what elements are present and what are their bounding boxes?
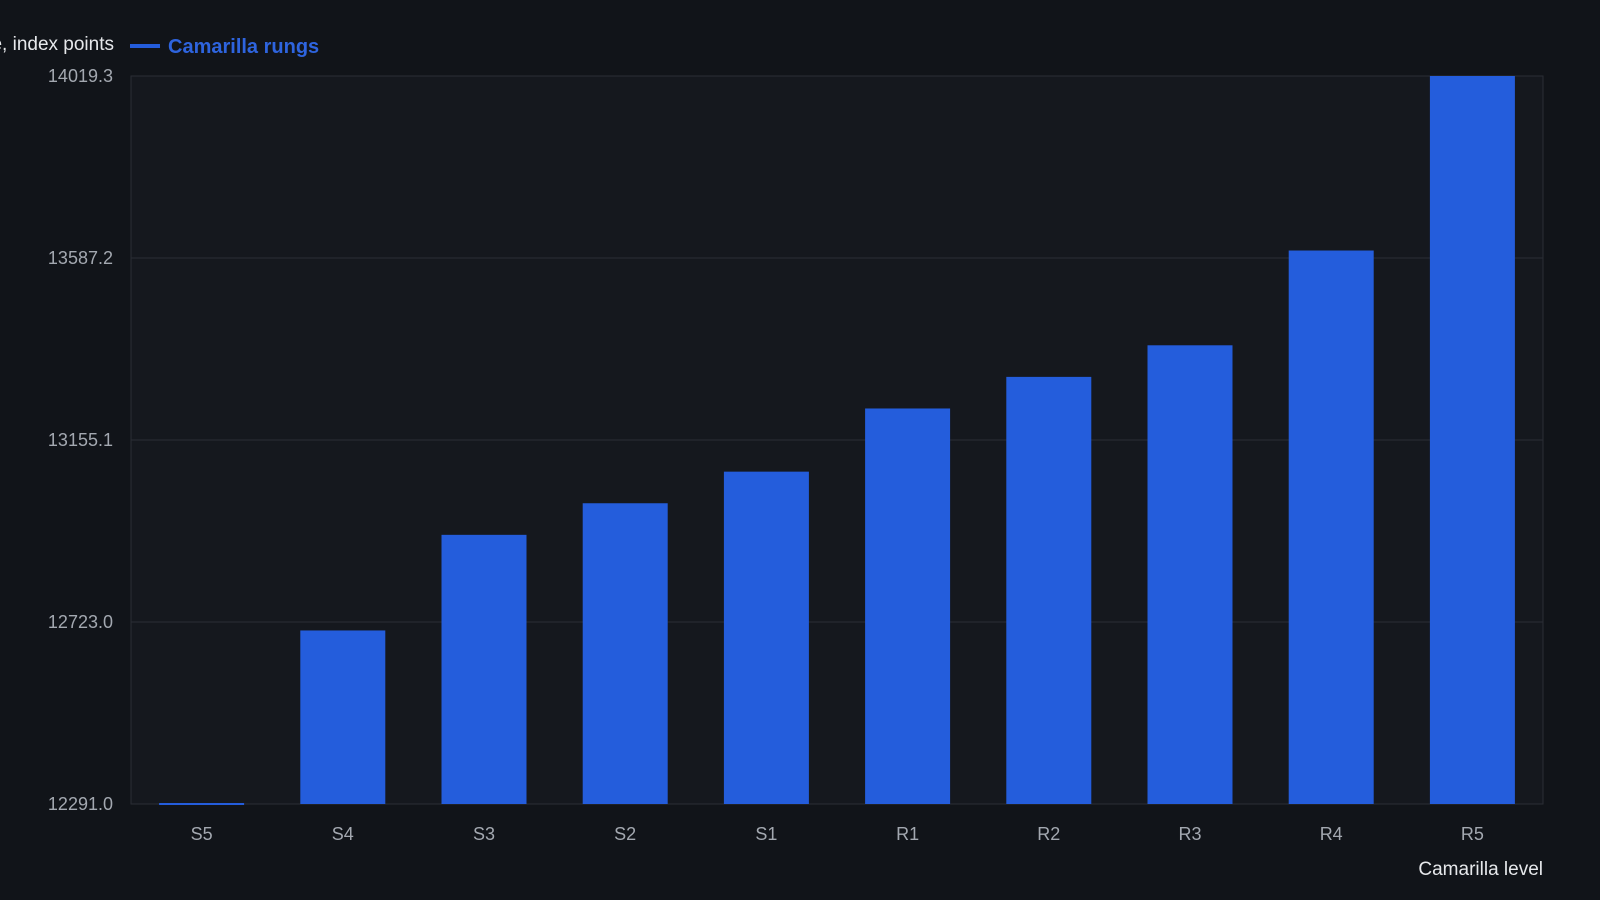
legend-swatch <box>130 44 160 48</box>
x-tick-label: R3 <box>1178 824 1201 844</box>
bar-r5[interactable] <box>1429 76 1515 804</box>
x-tick-label: R4 <box>1320 824 1343 844</box>
bar-r3[interactable] <box>1147 345 1233 804</box>
y-tick-label: 14019.3 <box>48 66 113 86</box>
legend[interactable]: Camarilla rungs <box>130 36 319 58</box>
bar-s5[interactable] <box>159 803 245 805</box>
y-tick-label: 12723.0 <box>48 612 113 632</box>
x-axis-ticks: S5 S4 S3 S2 S1 R1 R2 R3 R4 R5 <box>191 824 1484 844</box>
bar-s1[interactable] <box>723 471 809 804</box>
bar-r1[interactable] <box>865 408 951 804</box>
legend-label: Camarilla rungs <box>168 36 319 58</box>
x-tick-label: R5 <box>1461 824 1484 844</box>
bar-s3[interactable] <box>441 534 527 804</box>
y-axis-ticks: 14019.3 13587.2 13155.1 12723.0 12291.0 <box>48 66 113 814</box>
y-tick-label: 13587.2 <box>48 248 113 268</box>
x-tick-label: S4 <box>332 824 354 844</box>
x-tick-label: S3 <box>473 824 495 844</box>
bars <box>159 76 1515 805</box>
x-tick-label: S2 <box>614 824 636 844</box>
bar-s4[interactable] <box>300 630 386 804</box>
x-tick-label: R1 <box>896 824 919 844</box>
bar-s2[interactable] <box>582 503 668 804</box>
x-axis-title: Camarilla level <box>1418 859 1543 880</box>
y-axis-title: e, index points <box>0 34 114 55</box>
bar-r4[interactable] <box>1288 250 1374 804</box>
x-tick-label: S1 <box>755 824 777 844</box>
bar-r2[interactable] <box>1006 376 1092 804</box>
y-tick-label: 12291.0 <box>48 794 113 814</box>
x-tick-label: R2 <box>1037 824 1060 844</box>
x-tick-label: S5 <box>191 824 213 844</box>
y-tick-label: 13155.1 <box>48 430 113 450</box>
